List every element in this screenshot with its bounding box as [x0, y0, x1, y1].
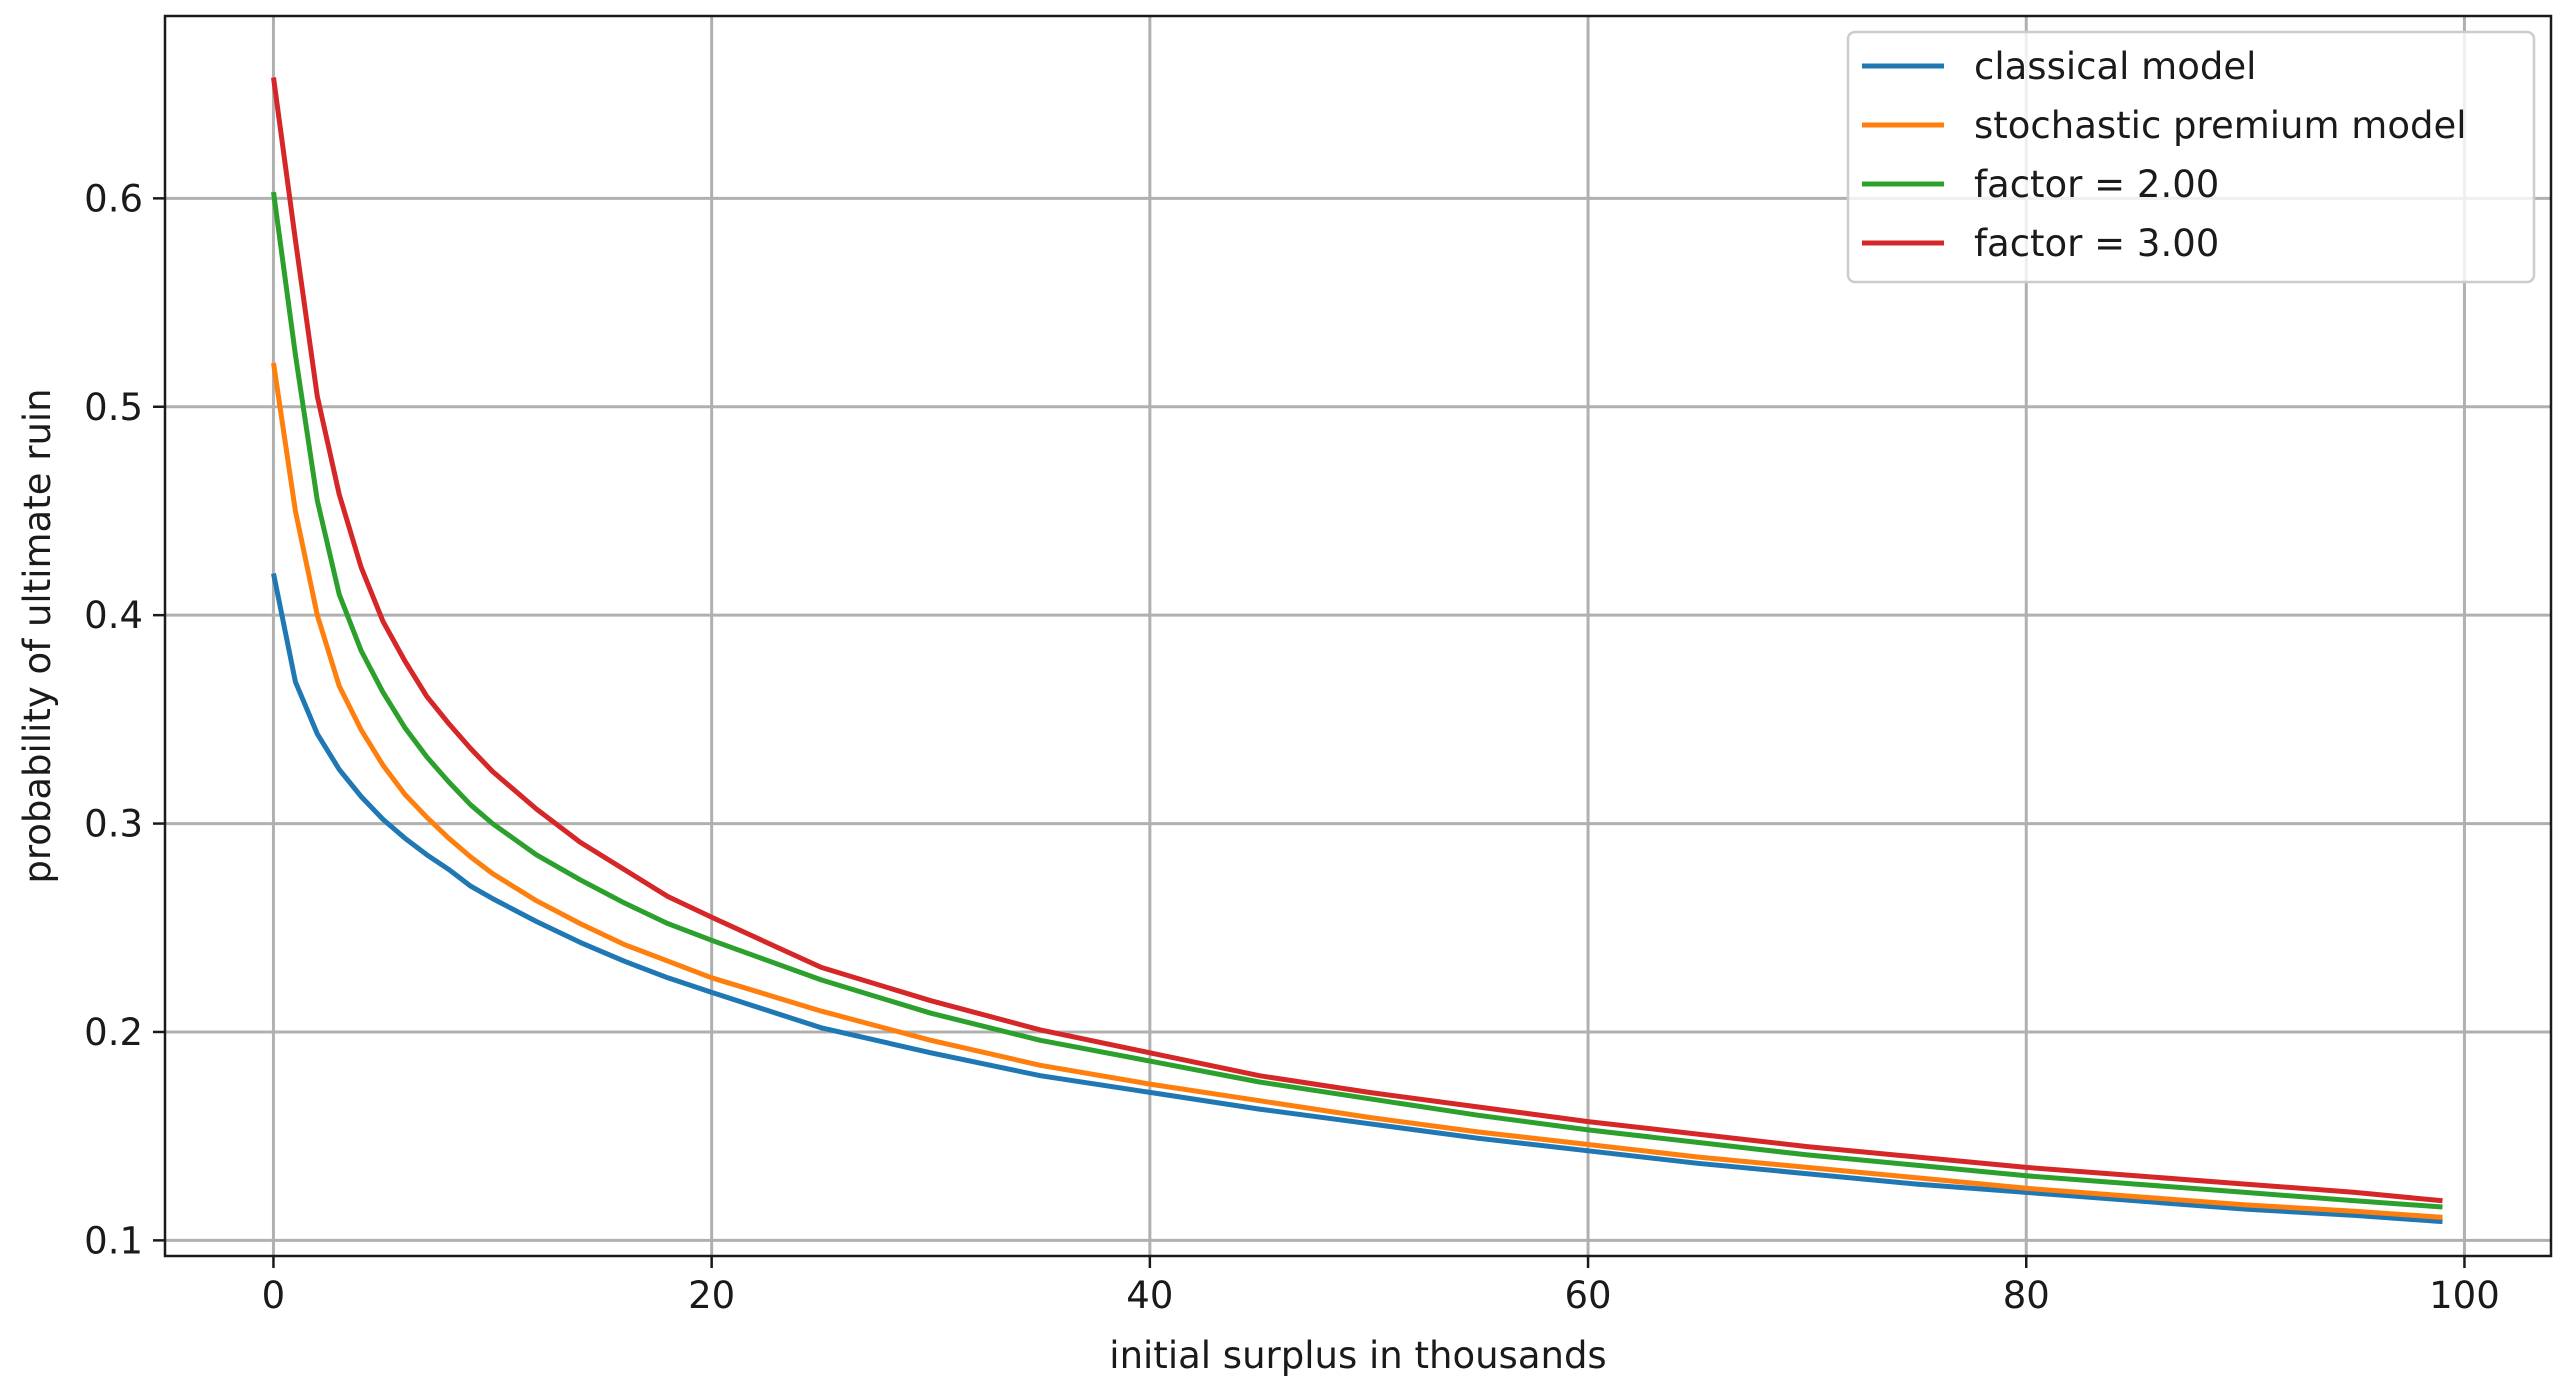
y-tick-label: 0.3: [84, 803, 143, 846]
x-tick-label: 100: [2429, 1274, 2500, 1317]
x-tick-label: 80: [2003, 1274, 2050, 1317]
y-tick-label: 0.4: [84, 594, 143, 637]
x-axis-label: initial surplus in thousands: [1109, 1334, 1606, 1377]
plot-frame: [163, 14, 2553, 1258]
y-tick-label: 0.1: [84, 1219, 143, 1262]
series-line-0: [271, 573, 2443, 1225]
y-tick-label: 0.2: [84, 1011, 143, 1054]
x-axis: 0 20 40 60 80 100: [262, 1256, 2500, 1317]
y-tick-label: 0.6: [84, 177, 143, 220]
legend-frame: [1846, 30, 2536, 284]
y-axis: 0.1 0.2 0.3 0.4 0.5 0.6: [84, 177, 165, 1262]
legend-label: factor = 3.00: [1974, 222, 2219, 265]
x-tick-label: 40: [1126, 1274, 1173, 1317]
y-tick-label: 0.5: [84, 386, 143, 429]
series-line-3: [271, 77, 2443, 1204]
x-tick-label: 60: [1565, 1274, 1612, 1317]
legend-label: stochastic premium model: [1974, 104, 2467, 147]
series-line-1: [271, 362, 2443, 1220]
legend: classical model stochastic premium model f…: [1846, 30, 2536, 284]
legend-label: classical model: [1974, 45, 2256, 88]
x-tick-label: 20: [688, 1274, 735, 1317]
series-line-2: [271, 191, 2443, 1210]
y-axis-label: probability of ultimate ruin: [16, 388, 59, 883]
legend-label: factor = 2.00: [1974, 163, 2219, 206]
x-tick-label: 0: [262, 1274, 286, 1317]
series-layer: [271, 77, 2443, 1225]
